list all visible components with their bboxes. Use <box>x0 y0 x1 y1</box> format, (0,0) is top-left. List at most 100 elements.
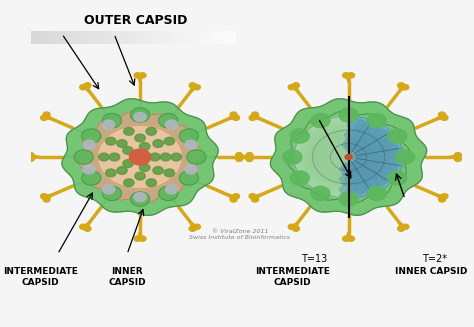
Circle shape <box>455 156 461 162</box>
Circle shape <box>130 192 150 206</box>
Circle shape <box>165 120 178 129</box>
Circle shape <box>398 83 405 88</box>
Circle shape <box>83 165 95 174</box>
Circle shape <box>347 236 355 241</box>
Circle shape <box>343 73 349 78</box>
Circle shape <box>106 169 116 177</box>
Circle shape <box>252 197 258 202</box>
Polygon shape <box>361 179 380 192</box>
Polygon shape <box>349 141 369 154</box>
Polygon shape <box>353 157 373 169</box>
Circle shape <box>290 129 310 143</box>
Circle shape <box>343 236 349 241</box>
Circle shape <box>311 186 330 200</box>
Circle shape <box>117 140 127 147</box>
Circle shape <box>438 112 446 117</box>
Circle shape <box>150 153 160 161</box>
Polygon shape <box>354 155 374 167</box>
Polygon shape <box>351 159 371 171</box>
Circle shape <box>134 112 146 122</box>
Circle shape <box>189 226 196 231</box>
Polygon shape <box>354 120 374 133</box>
Polygon shape <box>346 118 366 131</box>
Circle shape <box>102 186 121 200</box>
Circle shape <box>80 224 87 230</box>
Polygon shape <box>382 145 401 158</box>
Circle shape <box>139 164 150 171</box>
Circle shape <box>123 146 133 154</box>
Circle shape <box>82 171 101 185</box>
Polygon shape <box>354 181 374 194</box>
Polygon shape <box>367 176 386 188</box>
Circle shape <box>311 113 330 128</box>
Polygon shape <box>355 153 374 165</box>
Circle shape <box>130 108 150 122</box>
Circle shape <box>187 150 206 164</box>
Polygon shape <box>368 155 388 167</box>
Circle shape <box>290 171 310 185</box>
Circle shape <box>230 197 237 202</box>
Polygon shape <box>365 139 384 152</box>
Circle shape <box>165 185 178 194</box>
Circle shape <box>153 166 164 174</box>
Polygon shape <box>294 116 348 198</box>
Polygon shape <box>347 161 366 174</box>
Circle shape <box>82 129 101 143</box>
Circle shape <box>124 179 134 187</box>
Circle shape <box>395 150 414 164</box>
Polygon shape <box>349 172 369 184</box>
Circle shape <box>159 186 178 200</box>
Circle shape <box>84 226 91 231</box>
Circle shape <box>129 149 151 165</box>
Polygon shape <box>367 158 387 171</box>
Circle shape <box>236 153 243 158</box>
Polygon shape <box>369 151 389 164</box>
Circle shape <box>441 194 448 199</box>
Circle shape <box>41 194 47 199</box>
Polygon shape <box>79 111 201 203</box>
Circle shape <box>106 137 116 145</box>
Circle shape <box>292 83 300 88</box>
Text: INNER CAPSID: INNER CAPSID <box>395 267 467 276</box>
Text: T=13: T=13 <box>301 254 327 264</box>
Polygon shape <box>382 156 401 169</box>
Polygon shape <box>367 143 387 156</box>
Circle shape <box>179 129 199 143</box>
Circle shape <box>347 73 355 78</box>
Circle shape <box>146 179 156 187</box>
Polygon shape <box>344 173 364 185</box>
Polygon shape <box>354 170 374 183</box>
Circle shape <box>249 115 256 120</box>
Circle shape <box>159 113 178 128</box>
Circle shape <box>43 112 50 117</box>
Circle shape <box>441 115 448 120</box>
Polygon shape <box>339 183 358 196</box>
Polygon shape <box>377 134 396 147</box>
Polygon shape <box>271 99 427 215</box>
Circle shape <box>402 224 409 230</box>
Polygon shape <box>351 143 371 156</box>
Circle shape <box>27 153 34 158</box>
Circle shape <box>43 197 50 202</box>
Polygon shape <box>365 162 384 175</box>
Polygon shape <box>354 131 374 144</box>
Circle shape <box>246 156 253 162</box>
Circle shape <box>117 166 127 174</box>
Polygon shape <box>372 172 392 184</box>
Circle shape <box>27 156 34 162</box>
Polygon shape <box>339 173 358 186</box>
Polygon shape <box>361 122 380 135</box>
Polygon shape <box>383 151 402 164</box>
Circle shape <box>160 153 171 161</box>
Circle shape <box>367 113 386 128</box>
Polygon shape <box>355 148 374 161</box>
Circle shape <box>193 224 201 230</box>
Circle shape <box>179 171 199 185</box>
Circle shape <box>164 137 174 145</box>
Polygon shape <box>362 136 382 149</box>
Circle shape <box>438 197 446 202</box>
Circle shape <box>185 140 197 149</box>
Circle shape <box>402 85 409 90</box>
Circle shape <box>288 85 295 90</box>
Circle shape <box>249 194 256 199</box>
